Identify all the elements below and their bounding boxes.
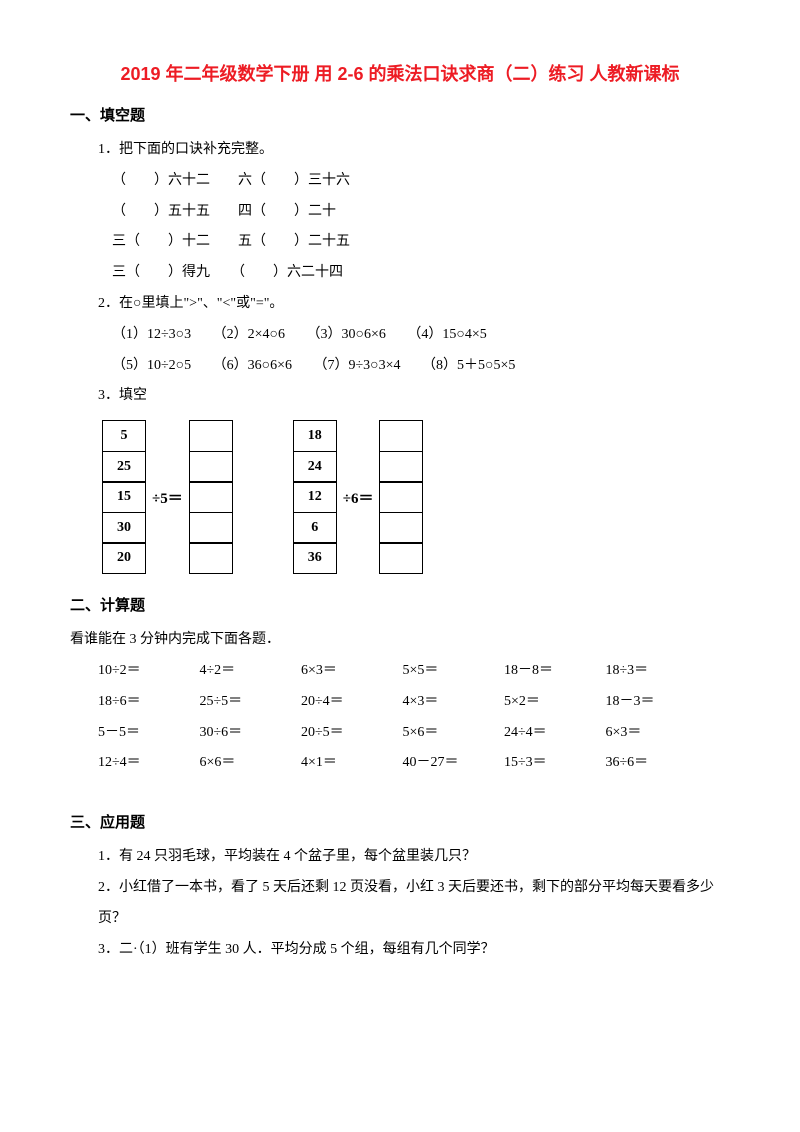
calc-item: 18÷3＝ [606,656,704,687]
table-cell-empty [189,420,233,452]
calc-item: 4÷2＝ [200,656,298,687]
table-cell-empty [189,451,233,483]
section-1-head: 一、填空题 [70,104,730,125]
calc-item: 5－5＝ [98,718,196,749]
q3-right-op: ÷6＝ [337,487,380,508]
calc-row: 18÷6＝ 25÷5＝ 20÷4＝ 4×3＝ 5×2＝ 18－3＝ [98,687,730,718]
calc-row: 5－5＝ 30÷6＝ 20÷5＝ 5×6＝ 24÷4＝ 6×3＝ [98,718,730,749]
q3-right-diagram: 18 24 12 6 36 ÷6＝ [293,420,424,574]
q3-left-out-col [189,420,233,574]
q3-left-in-col: 5 25 15 30 20 [102,420,146,574]
table-cell-empty [379,512,423,544]
q1-line-1: （ ）五十五 四（ ）二十 [70,197,730,228]
calc-row: 12÷4＝ 6×6＝ 4×1＝ 40－27＝ 15÷3＝ 36÷6＝ [98,748,730,779]
calc-prompt: 看谁能在 3 分钟内完成下面各题． [70,625,730,656]
section-3-head: 三、应用题 [70,811,730,832]
calc-item: 4×3＝ [403,687,501,718]
q2-prompt: 2．在○里填上">"、"<"或"="。 [70,289,730,320]
q2-item: （4）15○4×5 [407,320,486,351]
table-cell-empty [379,451,423,483]
calc-item: 25÷5＝ [200,687,298,718]
q1-line-2: 三（ ）十二 五（ ）二十五 [70,227,730,258]
q2-item: （7）9÷3○3×4 [314,351,401,382]
table-cell-empty [379,420,423,452]
q2-row-1: （1）12÷3○3 （2）2×4○6 （3）30○6×6 （4）15○4×5 [70,320,730,351]
table-cell: 12 [293,481,337,513]
section-2-head: 二、计算题 [70,594,730,615]
q3-left-diagram: 5 25 15 30 20 ÷5＝ [102,420,233,574]
q3-right-out-col [379,420,423,574]
calc-row: 10÷2＝ 4÷2＝ 6×3＝ 5×5＝ 18－8＝ 18÷3＝ [98,656,730,687]
calc-item: 20÷5＝ [301,718,399,749]
q2-item: （1）12÷3○3 [112,320,191,351]
q1-line-3: 三（ ）得九 （ ）六二十四 [70,258,730,289]
table-cell: 30 [102,512,146,544]
q3-left-op: ÷5＝ [146,487,189,508]
calc-item: 18÷6＝ [98,687,196,718]
calc-item: 10÷2＝ [98,656,196,687]
app-q1: 1．有 24 只羽毛球，平均装在 4 个盆子里，每个盆里装几只？ [70,842,730,873]
calc-item: 36÷6＝ [606,748,704,779]
calc-item: 5×5＝ [403,656,501,687]
calc-item: 18－3＝ [606,687,704,718]
calc-item: 6×3＝ [606,718,704,749]
table-cell: 15 [102,481,146,513]
table-cell: 5 [102,420,146,452]
calc-item: 30÷6＝ [200,718,298,749]
calc-item: 5×6＝ [403,718,501,749]
q3-prompt: 3．填空 [70,381,730,412]
table-cell-empty [189,481,233,513]
table-cell: 18 [293,420,337,452]
calc-item: 4×1＝ [301,748,399,779]
calc-item: 18－8＝ [504,656,602,687]
q1-line-0: （ ）六十二 六（ ）三十六 [70,166,730,197]
calc-item: 20÷4＝ [301,687,399,718]
q2-item: （3）30○6×6 [307,320,386,351]
q1-prompt: 1．把下面的口诀补充完整。 [70,135,730,166]
table-cell-empty [189,542,233,574]
app-q2: 2．小红借了一本书，看了 5 天后还剩 12 页没看，小红 3 天后要还书，剩下… [70,873,730,935]
calc-grid: 10÷2＝ 4÷2＝ 6×3＝ 5×5＝ 18－8＝ 18÷3＝ 18÷6＝ 2… [70,656,730,779]
table-cell: 20 [102,542,146,574]
q3-diagrams: 5 25 15 30 20 ÷5＝ 18 24 12 6 36 [70,420,730,574]
table-cell: 36 [293,542,337,574]
q2-item: （2）2×4○6 [213,320,285,351]
calc-item: 6×6＝ [200,748,298,779]
table-cell: 24 [293,451,337,483]
calc-item: 12÷4＝ [98,748,196,779]
calc-item: 40－27＝ [403,748,501,779]
table-cell: 6 [293,512,337,544]
q2-row-2: （5）10÷2○5 （6）36○6×6 （7）9÷3○3×4 （8）5＋5○5×… [70,351,730,382]
table-cell-empty [189,512,233,544]
q2-item: （5）10÷2○5 [112,351,191,382]
q2-item: （6）36○6×6 [213,351,292,382]
app-q3: 3．二·（1）班有学生 30 人．平均分成 5 个组，每组有几个同学？ [70,935,730,966]
calc-item: 24÷4＝ [504,718,602,749]
q3-right-in-col: 18 24 12 6 36 [293,420,337,574]
table-cell: 25 [102,451,146,483]
calc-item: 15÷3＝ [504,748,602,779]
table-cell-empty [379,542,423,574]
table-cell-empty [379,481,423,513]
page-title: 2019 年二年级数学下册 用 2-6 的乘法口诀求商（二）练习 人教新课标 [70,60,730,86]
calc-item: 5×2＝ [504,687,602,718]
calc-item: 6×3＝ [301,656,399,687]
q2-item: （8）5＋5○5×5 [422,351,515,382]
